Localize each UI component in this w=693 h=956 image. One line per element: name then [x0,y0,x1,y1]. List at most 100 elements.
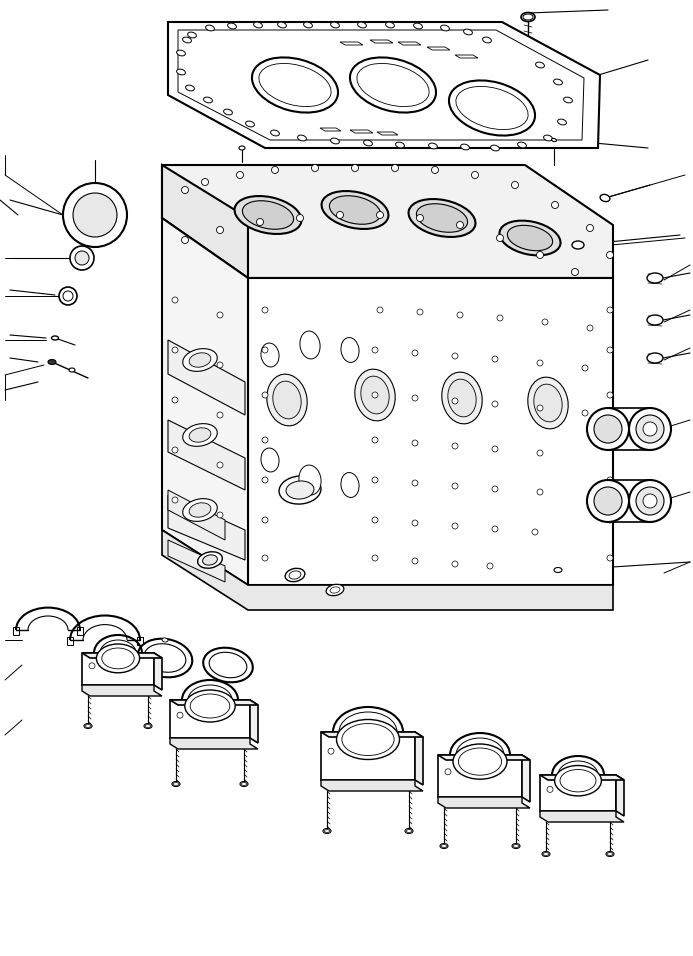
Ellipse shape [241,783,247,786]
Circle shape [471,171,478,179]
Polygon shape [540,775,624,780]
Polygon shape [438,755,522,797]
Ellipse shape [337,720,399,759]
Circle shape [262,477,268,483]
Ellipse shape [261,343,279,367]
Ellipse shape [289,571,301,579]
Circle shape [262,347,268,353]
Ellipse shape [409,199,475,237]
Polygon shape [438,797,530,808]
Ellipse shape [304,22,313,28]
Polygon shape [168,540,225,582]
Ellipse shape [183,349,218,371]
Ellipse shape [185,690,235,722]
Ellipse shape [416,204,468,232]
Ellipse shape [203,648,253,683]
Ellipse shape [458,748,502,775]
Ellipse shape [643,494,657,508]
Circle shape [492,356,498,362]
Circle shape [606,251,613,258]
Ellipse shape [326,584,344,596]
Circle shape [372,477,378,483]
Circle shape [417,309,423,315]
Circle shape [217,312,223,318]
Ellipse shape [190,694,230,718]
Circle shape [511,182,518,188]
Ellipse shape [442,372,482,424]
Circle shape [452,523,458,529]
Circle shape [272,166,279,173]
Circle shape [89,663,95,669]
Circle shape [607,555,613,561]
Circle shape [582,365,588,371]
Circle shape [552,202,559,208]
Circle shape [262,555,268,561]
Polygon shape [162,165,248,278]
Ellipse shape [273,381,301,419]
Circle shape [582,410,588,416]
Polygon shape [67,637,73,645]
Circle shape [70,246,94,270]
Circle shape [377,307,383,313]
Circle shape [63,291,73,301]
Ellipse shape [189,427,211,443]
Ellipse shape [606,852,614,857]
Ellipse shape [414,23,423,29]
Polygon shape [162,218,248,585]
Ellipse shape [245,121,254,127]
Polygon shape [168,490,225,540]
Ellipse shape [350,57,436,113]
Ellipse shape [358,22,367,28]
Circle shape [372,437,378,443]
Ellipse shape [554,568,562,573]
Circle shape [328,749,334,754]
Ellipse shape [186,85,195,91]
Polygon shape [162,165,613,278]
Ellipse shape [341,472,359,497]
Circle shape [547,787,553,793]
Ellipse shape [594,415,622,443]
Polygon shape [616,775,624,816]
Circle shape [172,397,178,403]
Ellipse shape [183,499,218,521]
Circle shape [412,558,418,564]
Ellipse shape [407,830,412,833]
Ellipse shape [523,14,533,20]
Circle shape [182,236,188,244]
Circle shape [412,440,418,446]
Ellipse shape [440,843,448,849]
Polygon shape [82,685,162,696]
Circle shape [496,234,504,242]
Circle shape [75,251,89,265]
Circle shape [572,269,579,275]
Ellipse shape [543,135,552,141]
Ellipse shape [206,25,214,31]
Circle shape [492,446,498,452]
Polygon shape [438,755,530,760]
Circle shape [262,517,268,523]
Ellipse shape [357,63,429,106]
Ellipse shape [188,33,196,38]
Ellipse shape [542,852,550,857]
Ellipse shape [202,554,218,565]
Circle shape [372,555,378,561]
Ellipse shape [144,724,152,728]
Ellipse shape [252,57,338,113]
Polygon shape [82,653,162,658]
Ellipse shape [500,221,561,255]
Ellipse shape [69,368,75,372]
Polygon shape [540,811,624,822]
Polygon shape [398,42,421,45]
Circle shape [217,512,223,518]
Ellipse shape [587,480,629,522]
Circle shape [492,401,498,407]
Ellipse shape [528,378,568,429]
Polygon shape [321,780,423,791]
Ellipse shape [267,374,307,425]
Circle shape [537,450,543,456]
Ellipse shape [543,853,548,856]
Circle shape [537,405,543,411]
Circle shape [412,350,418,356]
Polygon shape [77,627,83,635]
Circle shape [392,164,398,171]
